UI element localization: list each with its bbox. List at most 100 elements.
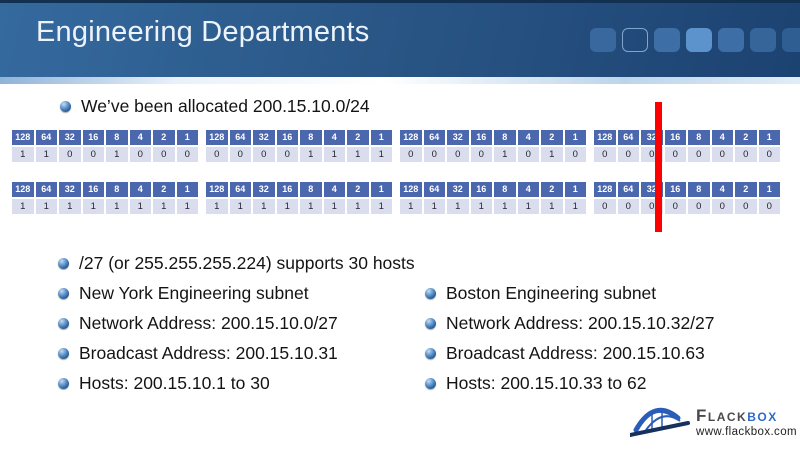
bit-cell: 0 bbox=[711, 147, 733, 162]
binary-tables-address-row: 128 64 32 16 8 4 2 1 1 1 0 0 1 0 0 0 128 64 32 16 8 4 2 1 0 0 0 0 1 1… bbox=[12, 130, 780, 162]
bit-value-header: 4 bbox=[711, 182, 733, 197]
binary-octet-table: 128 64 32 16 8 4 2 1 0 0 0 0 0 0 0 0 bbox=[594, 182, 780, 214]
page-title: Engineering Departments bbox=[36, 16, 370, 48]
bit-cell: 0 bbox=[664, 199, 686, 214]
bit-value-header: 64 bbox=[229, 182, 251, 197]
bit-cell: 0 bbox=[82, 147, 104, 162]
decorative-square bbox=[750, 28, 776, 52]
bit-value-header: 64 bbox=[617, 182, 639, 197]
bullet-ny-network: Network Address: 200.15.10.0/27 bbox=[58, 313, 338, 334]
bullet-supports-text: /27 (or 255.255.255.224) supports 30 hos… bbox=[79, 253, 415, 273]
bit-cell: 1 bbox=[35, 199, 57, 214]
bit-value-header: 64 bbox=[423, 182, 445, 197]
bit-value-header: 2 bbox=[541, 182, 563, 197]
brand-name: Flackbox bbox=[696, 407, 797, 424]
logo-text: Flackbox www.flackbox.com bbox=[696, 407, 797, 439]
bit-value-header: 64 bbox=[423, 130, 445, 145]
bullet-sphere-icon bbox=[58, 288, 69, 299]
bit-value-header: 8 bbox=[494, 182, 516, 197]
bullet-boston-hosts-text: Hosts: 200.15.10.33 to 62 bbox=[446, 373, 647, 393]
bit-cell: 1 bbox=[106, 199, 128, 214]
bullet-ny-subnet-text: New York Engineering subnet bbox=[79, 283, 309, 303]
bit-cell: 0 bbox=[594, 147, 616, 162]
bit-cell: 0 bbox=[617, 199, 639, 214]
bit-value-header: 8 bbox=[300, 182, 322, 197]
bullet-boston-network-text: Network Address: 200.15.10.32/27 bbox=[446, 313, 715, 333]
brand-second: box bbox=[747, 406, 778, 425]
bit-cell: 1 bbox=[106, 147, 128, 162]
bit-cell: 1 bbox=[129, 199, 151, 214]
bit-value-header: 128 bbox=[594, 182, 616, 197]
bullet-boston-broadcast: Broadcast Address: 200.15.10.63 bbox=[425, 343, 705, 364]
bit-cell: 1 bbox=[470, 199, 492, 214]
binary-octet-table: 128 64 32 16 8 4 2 1 1 1 1 1 1 1 1 1 bbox=[12, 182, 198, 214]
bit-cell: 1 bbox=[82, 199, 104, 214]
bit-value-header: 1 bbox=[564, 182, 586, 197]
bit-value-header: 64 bbox=[229, 130, 251, 145]
bit-cell: 1 bbox=[35, 147, 57, 162]
bit-value-header: 1 bbox=[370, 130, 392, 145]
bit-cell: 1 bbox=[400, 199, 422, 214]
bullet-boston-hosts: Hosts: 200.15.10.33 to 62 bbox=[425, 373, 646, 394]
bullet-sphere-icon bbox=[58, 348, 69, 359]
bullet-sphere-icon bbox=[425, 318, 436, 329]
bit-cell: 1 bbox=[300, 199, 322, 214]
bit-cell: 0 bbox=[59, 147, 81, 162]
bit-value-header: 4 bbox=[517, 182, 539, 197]
bit-value-header: 4 bbox=[129, 130, 151, 145]
bit-cell: 1 bbox=[423, 199, 445, 214]
binary-octet-table: 128 64 32 16 8 4 2 1 1 1 0 0 1 0 0 0 bbox=[12, 130, 198, 162]
bullet-allocated-text: We’ve been allocated 200.15.10.0/24 bbox=[81, 96, 370, 116]
decorative-square bbox=[718, 28, 744, 52]
flackbox-logo: Flackbox www.flackbox.com bbox=[630, 402, 797, 440]
bullet-sphere-icon bbox=[58, 258, 69, 269]
bullet-ny-broadcast: Broadcast Address: 200.15.10.31 bbox=[58, 343, 338, 364]
bit-cell: 0 bbox=[735, 147, 757, 162]
bullet-sphere-icon bbox=[425, 348, 436, 359]
binary-octet-table: 128 64 32 16 8 4 2 1 1 1 1 1 1 1 1 1 bbox=[206, 182, 392, 214]
bit-cell: 0 bbox=[206, 147, 228, 162]
bit-cell: 1 bbox=[370, 147, 392, 162]
bit-value-header: 32 bbox=[253, 182, 275, 197]
binary-octet-table: 128 64 32 16 8 4 2 1 0 0 0 0 1 1 1 1 bbox=[206, 130, 392, 162]
bullet-sphere-icon bbox=[58, 318, 69, 329]
bullet-boston-broadcast-text: Broadcast Address: 200.15.10.63 bbox=[446, 343, 705, 363]
bit-value-header: 8 bbox=[300, 130, 322, 145]
bit-value-header: 16 bbox=[276, 182, 298, 197]
decorative-square bbox=[622, 28, 648, 52]
bullet-boston-network: Network Address: 200.15.10.32/27 bbox=[425, 313, 715, 334]
bit-value-header: 8 bbox=[106, 130, 128, 145]
bit-cell: 0 bbox=[758, 199, 780, 214]
bit-cell: 1 bbox=[370, 199, 392, 214]
bit-value-header: 64 bbox=[35, 182, 57, 197]
bit-cell: 1 bbox=[12, 147, 34, 162]
bit-cell: 1 bbox=[323, 147, 345, 162]
bit-value-header: 128 bbox=[400, 182, 422, 197]
bit-cell: 1 bbox=[447, 199, 469, 214]
bit-cell: 0 bbox=[470, 147, 492, 162]
bullet-sphere-icon bbox=[60, 101, 71, 112]
bit-value-header: 32 bbox=[253, 130, 275, 145]
bit-value-header: 1 bbox=[564, 130, 586, 145]
bit-value-header: 32 bbox=[59, 182, 81, 197]
bit-cell: 0 bbox=[253, 147, 275, 162]
bit-value-header: 8 bbox=[688, 130, 710, 145]
binary-octet-table: 128 64 32 16 8 4 2 1 0 0 0 0 1 0 1 0 bbox=[400, 130, 586, 162]
decorative-squares bbox=[590, 28, 800, 52]
bit-cell: 1 bbox=[494, 147, 516, 162]
decorative-square bbox=[654, 28, 680, 52]
bit-value-header: 16 bbox=[664, 130, 686, 145]
bit-cell: 0 bbox=[711, 199, 733, 214]
bit-cell: 1 bbox=[153, 199, 175, 214]
decorative-square bbox=[686, 28, 712, 52]
header-top-strip bbox=[0, 0, 800, 3]
bit-value-header: 128 bbox=[400, 130, 422, 145]
bit-value-header: 16 bbox=[82, 182, 104, 197]
bit-cell: 0 bbox=[447, 147, 469, 162]
bullet-sphere-icon bbox=[58, 378, 69, 389]
bit-value-header: 32 bbox=[447, 182, 469, 197]
bullet-allocated: We’ve been allocated 200.15.10.0/24 bbox=[60, 96, 370, 117]
decorative-square bbox=[782, 28, 800, 52]
bit-value-header: 16 bbox=[470, 182, 492, 197]
bit-cell: 1 bbox=[517, 199, 539, 214]
